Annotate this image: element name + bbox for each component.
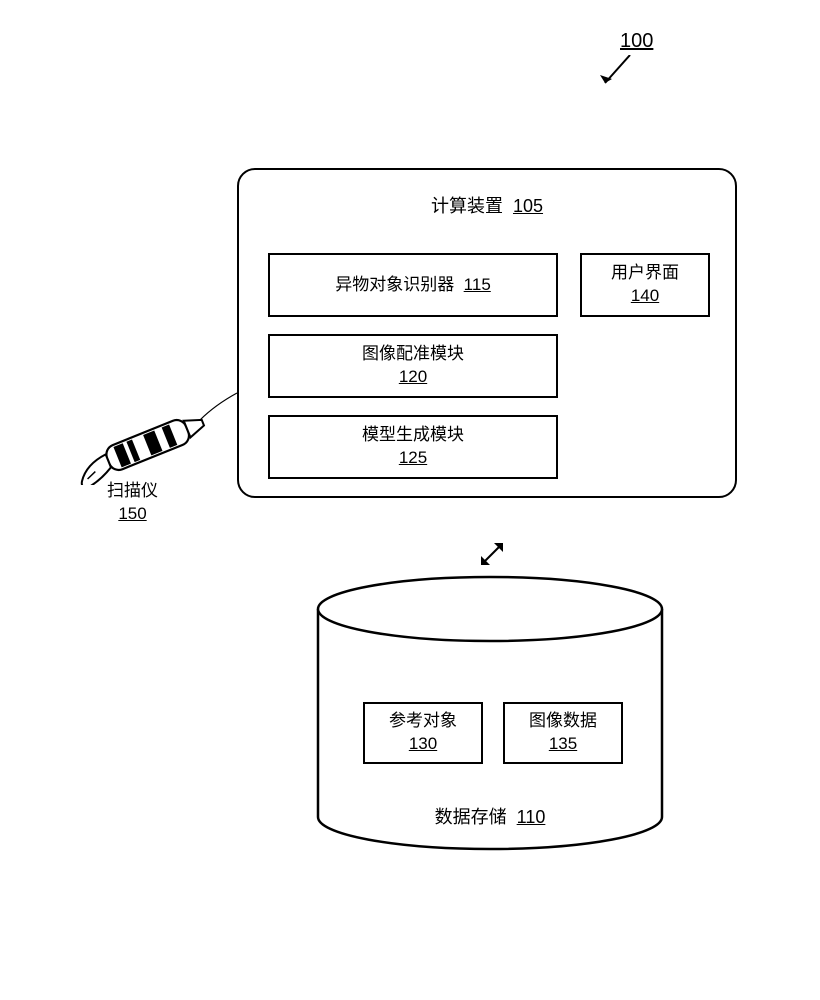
image-data-box: 图像数据 135 bbox=[503, 702, 623, 764]
data-store-title: 数据存储 110 bbox=[315, 803, 665, 829]
user-interface-box: 用户界面 140 bbox=[580, 253, 710, 317]
data-store-title-text: 数据存储 bbox=[435, 807, 507, 827]
reference-object-label: 参考对象 bbox=[389, 710, 457, 733]
scanner-label-text: 扫描仪 bbox=[107, 480, 158, 503]
figure-ref-label: 100 bbox=[620, 30, 653, 53]
model-generation-num: 125 bbox=[399, 447, 427, 470]
image-data-num: 135 bbox=[549, 733, 577, 756]
image-registration-box: 图像配准模块 120 bbox=[268, 334, 558, 398]
foreign-object-identifier-box: 异物对象识别器 115 bbox=[268, 253, 558, 317]
double-arrow-icon bbox=[478, 540, 506, 568]
image-registration-label: 图像配准模块 bbox=[362, 343, 464, 366]
foreign-object-identifier-num: 115 bbox=[464, 275, 491, 294]
model-generation-label: 模型生成模块 bbox=[362, 424, 464, 447]
figure-ref-num: 100 bbox=[620, 30, 653, 52]
image-registration-num: 120 bbox=[399, 366, 427, 389]
model-generation-box: 模型生成模块 125 bbox=[268, 415, 558, 479]
reference-object-box: 参考对象 130 bbox=[363, 702, 483, 764]
foreign-object-identifier-label: 异物对象识别器 bbox=[335, 275, 454, 294]
scanner-icon bbox=[55, 385, 240, 485]
data-store-num: 110 bbox=[517, 807, 546, 827]
computing-device-title-text: 计算装置 bbox=[431, 196, 503, 216]
computing-device-title: 计算装置 105 bbox=[239, 192, 735, 218]
computing-device-num: 105 bbox=[513, 196, 543, 216]
scanner-num: 150 bbox=[107, 503, 158, 526]
scanner-label: 扫描仪 150 bbox=[107, 480, 158, 526]
image-data-label: 图像数据 bbox=[529, 710, 597, 733]
user-interface-num: 140 bbox=[631, 285, 659, 308]
figure-ref-arrow bbox=[600, 55, 640, 95]
user-interface-label: 用户界面 bbox=[611, 262, 679, 285]
reference-object-num: 130 bbox=[409, 733, 437, 756]
